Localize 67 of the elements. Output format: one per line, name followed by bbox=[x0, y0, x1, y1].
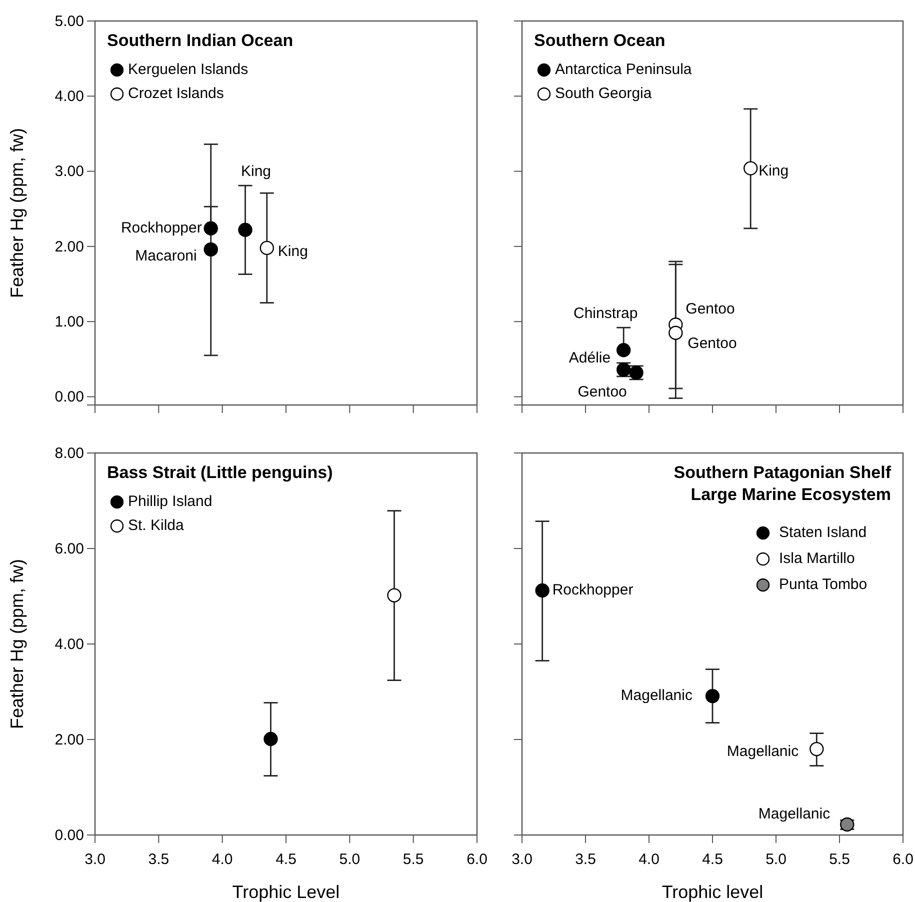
y-tick-label: 4.00 bbox=[54, 636, 84, 653]
annotation: Gentoo bbox=[578, 384, 627, 401]
legend-label: Phillip Island bbox=[128, 492, 212, 510]
y-axis-title: Feather Hg (ppm, fw) bbox=[7, 128, 27, 298]
annotation: Gentoo bbox=[688, 334, 737, 352]
text: Southern Patagonian Shelf Large Marine Ecosystem bbox=[674, 463, 892, 504]
y-tick-label: 6.00 bbox=[54, 540, 84, 558]
x-tick-label: 5.0 bbox=[339, 851, 360, 868]
annotation: King bbox=[758, 162, 789, 180]
x-tick-label: 6.0 bbox=[466, 851, 488, 868]
y-tick-label: 1.00 bbox=[54, 313, 84, 330]
y-tick-label: 2.00 bbox=[54, 238, 84, 256]
x-axis-title: Trophic level bbox=[662, 882, 764, 902]
y-tick-label: 0.00 bbox=[54, 826, 84, 844]
x-tick-label: 3.5 bbox=[148, 851, 170, 868]
legend-label: South Georgia bbox=[555, 84, 652, 102]
point bbox=[535, 583, 550, 598]
x-tick-label: 4.5 bbox=[702, 851, 723, 868]
annotation: King bbox=[278, 242, 308, 260]
legend-label: Crozet Islands bbox=[128, 84, 224, 102]
point bbox=[616, 343, 631, 358]
point bbox=[810, 742, 824, 756]
annotation: Gentoo bbox=[686, 300, 735, 318]
legend-label: St. Kilda bbox=[128, 516, 185, 534]
point bbox=[668, 326, 683, 340]
legend-label: Kerguelen Islands bbox=[128, 60, 248, 78]
x-axis-title: Trophic Level bbox=[232, 882, 340, 902]
y-tick-label: 5.00 bbox=[54, 12, 84, 30]
point bbox=[260, 240, 274, 256]
legend-label: Isla Martillo bbox=[779, 550, 855, 567]
point bbox=[744, 161, 758, 176]
point bbox=[204, 221, 218, 236]
annotation: Rockhopper bbox=[120, 219, 202, 236]
point bbox=[840, 817, 854, 832]
x-tick-label: 5.5 bbox=[829, 851, 850, 868]
x-tick-label: 5.5 bbox=[402, 851, 424, 868]
point bbox=[204, 242, 218, 257]
annotation: Macaroni bbox=[135, 247, 197, 264]
y-tick-label: 4.00 bbox=[54, 88, 84, 105]
x-tick-label: 4.0 bbox=[212, 851, 233, 868]
legend-label: Punta Tombo bbox=[779, 576, 868, 593]
annotation: King bbox=[240, 162, 272, 180]
y-tick-label: 8.00 bbox=[54, 444, 84, 462]
y-tick-label: 2.00 bbox=[54, 731, 84, 748]
text: Southern Ocean bbox=[534, 31, 666, 50]
legend-label: Antarctica Peninsula bbox=[555, 60, 692, 78]
x-tick-label: 3.0 bbox=[84, 851, 106, 868]
y-tick-label: 3.00 bbox=[54, 163, 84, 180]
legend-label: Staten Island bbox=[779, 524, 867, 541]
x-tick-label: 5.0 bbox=[766, 851, 786, 868]
text: Southern Indian Ocean bbox=[107, 31, 294, 50]
annotation: Magellanic bbox=[758, 805, 831, 822]
annotation: Adélie bbox=[568, 350, 611, 367]
x-tick-label: 6.0 bbox=[892, 851, 914, 868]
annotation: Rockhopper bbox=[552, 581, 634, 598]
y-axis-title: Feather Hg (ppm, fw) bbox=[7, 558, 27, 730]
x-tick-label: 3.0 bbox=[512, 851, 532, 868]
point bbox=[705, 688, 720, 704]
annotation: Magellanic bbox=[620, 687, 693, 704]
point bbox=[238, 222, 252, 237]
x-tick-label: 3.5 bbox=[575, 851, 596, 868]
x-tick-label: 4.0 bbox=[638, 851, 660, 868]
annotation: Chinstrap bbox=[574, 305, 638, 322]
text: Bass Strait (Little penguins) bbox=[107, 463, 333, 482]
x-tick-label: 4.5 bbox=[276, 851, 296, 868]
y-tick-label: 0.00 bbox=[54, 388, 84, 406]
annotation: Magellanic bbox=[726, 743, 800, 760]
